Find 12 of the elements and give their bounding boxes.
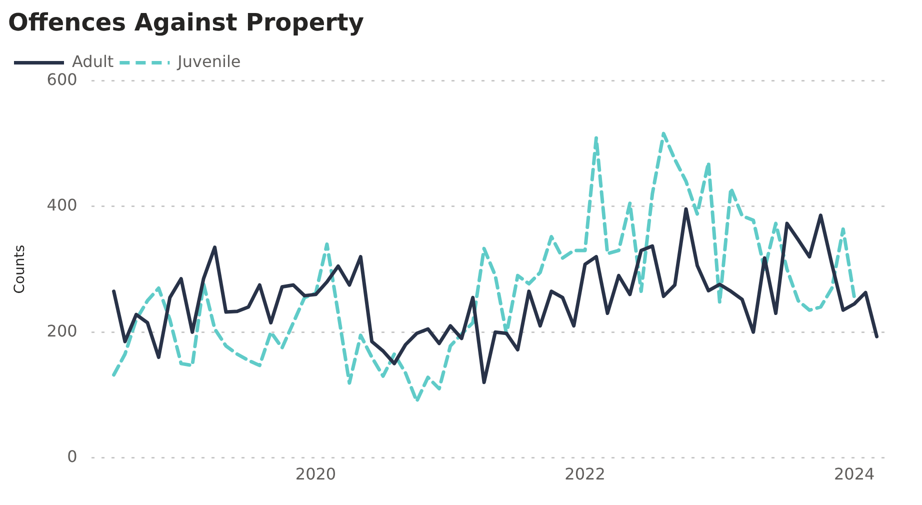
- x-tick-label: 2020: [295, 464, 336, 484]
- x-tick-label: 2022: [564, 464, 606, 484]
- x-tick-label: 2024: [834, 464, 875, 484]
- chart-title: Offences Against Property: [8, 8, 364, 37]
- legend-label: Juvenile: [176, 52, 241, 71]
- line-series: [112, 132, 856, 403]
- y-tick-label: 0: [67, 446, 78, 466]
- y-tick-label: 600: [46, 70, 78, 89]
- legend-label: Adult: [72, 52, 114, 71]
- y-axis-title: Counts: [12, 244, 28, 294]
- y-tick-label: 200: [46, 321, 78, 340]
- y-tick-label: 400: [46, 196, 78, 215]
